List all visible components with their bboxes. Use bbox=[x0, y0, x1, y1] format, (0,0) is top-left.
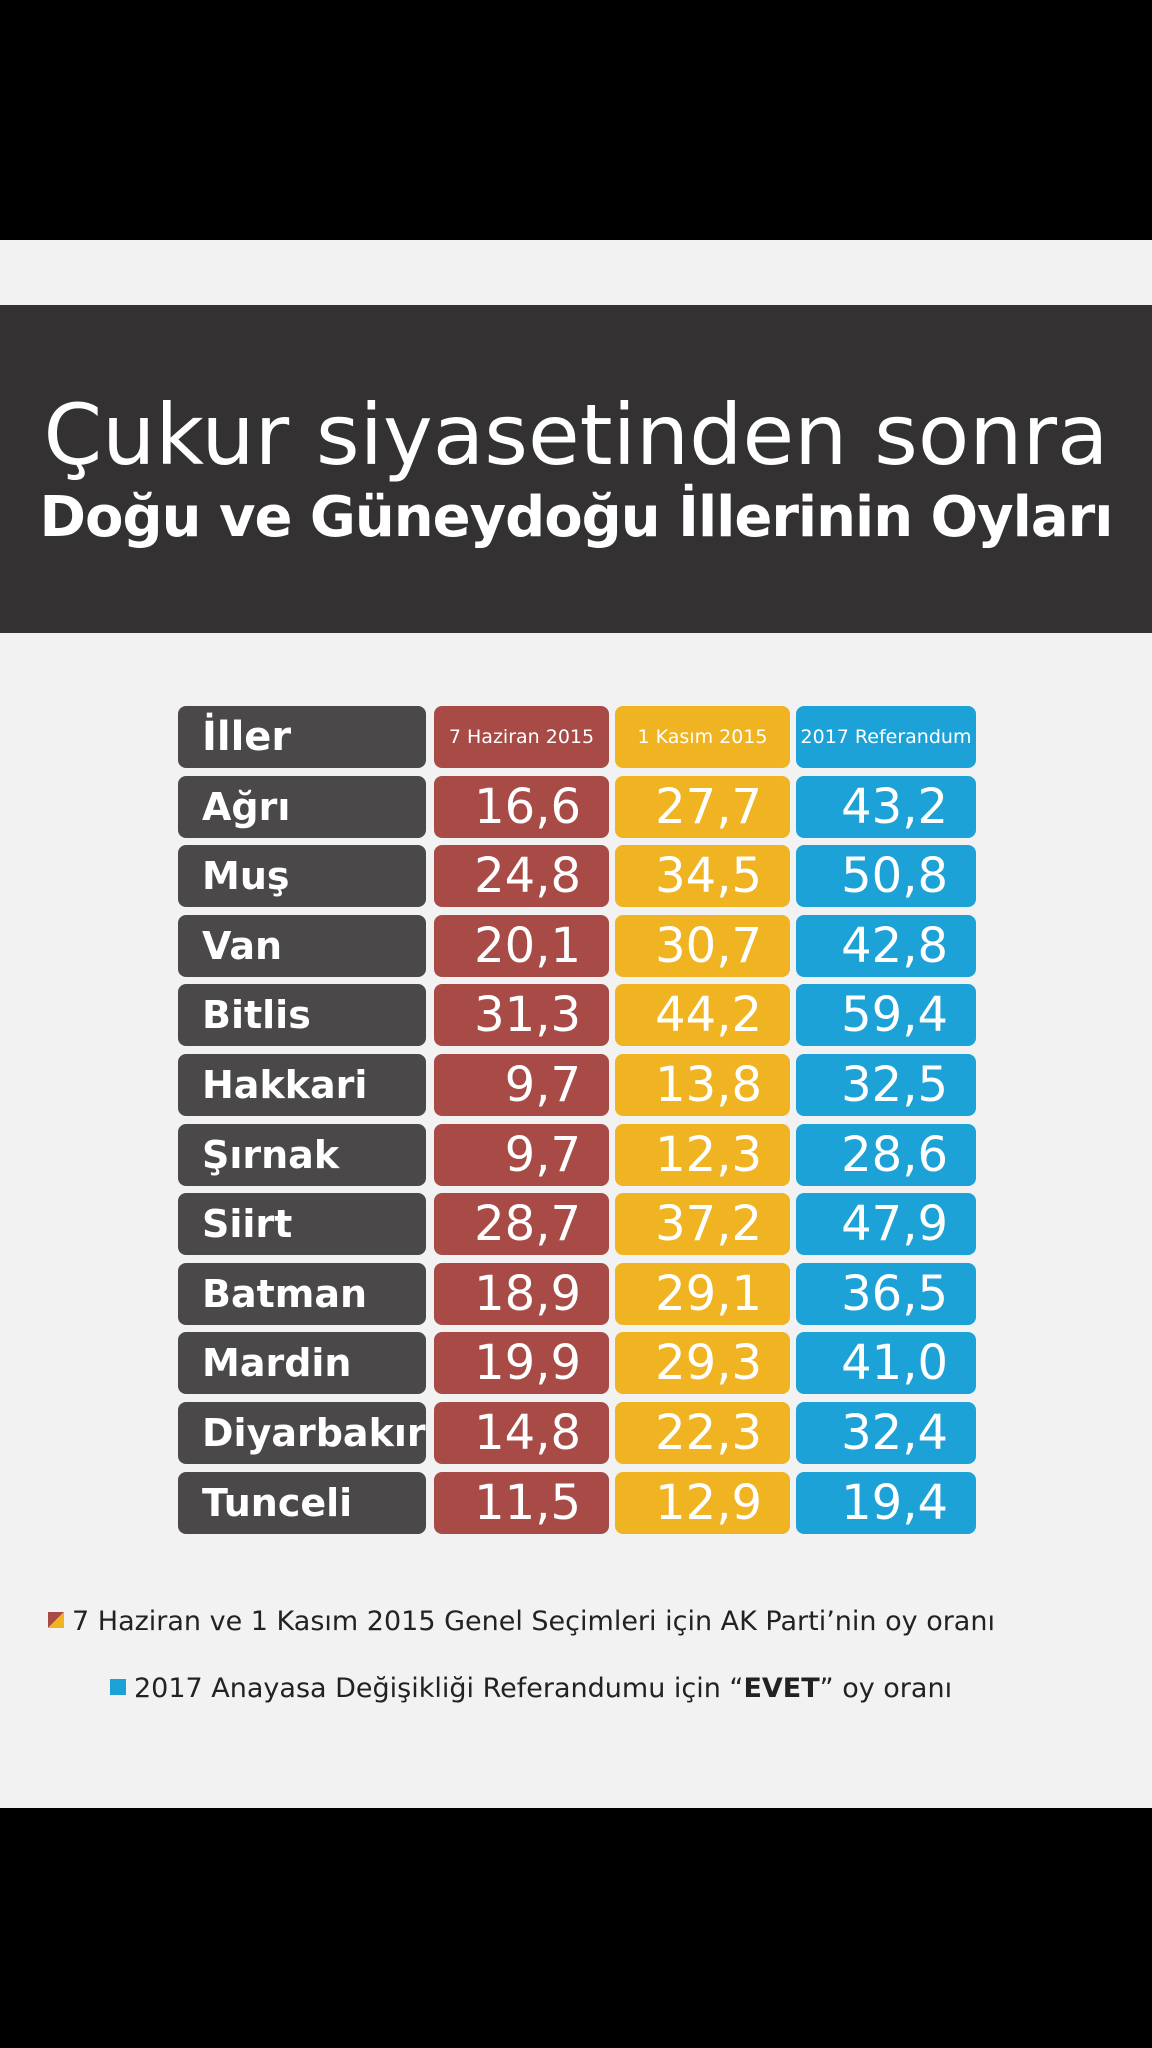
header-kasim-2015: 1 Kasım 2015 bbox=[615, 706, 790, 768]
top-black-bar bbox=[0, 0, 1152, 240]
vote-table: İller 7 Haziran 2015 1 Kasım 2015 2017 Refe… bbox=[178, 706, 976, 1536]
value-cell-kasim-2015: 22,3 bbox=[615, 1402, 790, 1464]
red-yellow-square-icon bbox=[48, 1611, 64, 1628]
value-cell-referandum-2017: 32,5 bbox=[796, 1054, 976, 1116]
value-cell-haziran-2015: 14,8 bbox=[434, 1402, 609, 1464]
province-cell: Ağrı bbox=[178, 775, 426, 838]
value-cell-haziran-2015: 18,9 bbox=[434, 1262, 609, 1325]
value-cell-kasim-2015: 12,3 bbox=[615, 1123, 790, 1186]
value-cell-haziran-2015: 9,7 bbox=[434, 1123, 609, 1186]
value-cell-kasim-2015: 37,2 bbox=[615, 1193, 790, 1256]
legend-text-referendum-a: 2017 Anayasa Değişikliği Referandumu içi… bbox=[134, 1673, 744, 1704]
value-cell-referandum-2017: 50,8 bbox=[796, 845, 976, 908]
value-cell-kasim-2015: 29,3 bbox=[615, 1332, 790, 1395]
value-cell-referandum-2017: 19,4 bbox=[796, 1471, 976, 1534]
province-cell: Şırnak bbox=[178, 1123, 426, 1186]
value-cell-haziran-2015: 28,7 bbox=[434, 1193, 609, 1256]
value-cell-haziran-2015: 9,7 bbox=[434, 1054, 609, 1116]
header-band bbox=[0, 305, 1152, 633]
value-cell-referandum-2017: 41,0 bbox=[796, 1332, 976, 1395]
province-cell: Mardin bbox=[178, 1332, 426, 1395]
header-haziran-2015: 7 Haziran 2015 bbox=[434, 706, 609, 768]
header-referandum-2017: 2017 Referandum bbox=[796, 706, 976, 768]
value-cell-kasim-2015: 12,9 bbox=[615, 1471, 790, 1534]
value-cell-haziran-2015: 19,9 bbox=[434, 1332, 609, 1395]
value-cell-referandum-2017: 43,2 bbox=[796, 775, 976, 838]
province-cell: Batman bbox=[178, 1262, 426, 1325]
value-cell-haziran-2015: 11,5 bbox=[434, 1471, 609, 1534]
bottom-black-bar bbox=[0, 1808, 1152, 2048]
value-cell-haziran-2015: 16,6 bbox=[434, 775, 609, 838]
value-cell-referandum-2017: 42,8 bbox=[796, 914, 976, 977]
value-cell-referandum-2017: 32,4 bbox=[796, 1402, 976, 1464]
value-cell-kasim-2015: 30,7 bbox=[615, 914, 790, 977]
value-cell-haziran-2015: 31,3 bbox=[434, 984, 609, 1047]
value-cell-kasim-2015: 29,1 bbox=[615, 1262, 790, 1325]
value-cell-kasim-2015: 13,8 bbox=[615, 1054, 790, 1116]
province-cell: Van bbox=[178, 914, 426, 977]
value-cell-haziran-2015: 24,8 bbox=[434, 845, 609, 908]
header-province: İller bbox=[178, 706, 426, 768]
legend-text-evet: EVET bbox=[743, 1673, 820, 1704]
value-cell-kasim-2015: 27,7 bbox=[615, 775, 790, 838]
value-cell-referandum-2017: 36,5 bbox=[796, 1262, 976, 1325]
province-cell: Siirt bbox=[178, 1193, 426, 1256]
blue-square-icon bbox=[110, 1678, 126, 1695]
value-cell-referandum-2017: 47,9 bbox=[796, 1193, 976, 1256]
province-cell: Diyarbakır bbox=[178, 1402, 426, 1464]
title-line-2: Doğu ve Güneydoğu İllerinin Oyları bbox=[39, 485, 1114, 550]
value-cell-referandum-2017: 28,6 bbox=[796, 1123, 976, 1186]
value-cell-kasim-2015: 44,2 bbox=[615, 984, 790, 1047]
province-cell: Muş bbox=[178, 845, 426, 908]
title-line-1: Çukur siyasetinden sonra bbox=[43, 386, 1109, 484]
legend-text-elections: 7 Haziran ve 1 Kasım 2015 Genel Seçimler… bbox=[72, 1606, 995, 1637]
value-cell-haziran-2015: 20,1 bbox=[434, 914, 609, 977]
province-cell: Tunceli bbox=[178, 1471, 426, 1534]
value-cell-referandum-2017: 59,4 bbox=[796, 984, 976, 1047]
value-cell-kasim-2015: 34,5 bbox=[615, 845, 790, 908]
infographic-poster: Çukur siyasetinden sonra Doğu ve Güneydo… bbox=[0, 240, 1152, 1808]
legend-item-referendum: 2017 Anayasa Değişikliği Referandumu içi… bbox=[110, 1673, 1152, 1704]
province-cell: Hakkari bbox=[178, 1054, 426, 1116]
legend-item-elections: 7 Haziran ve 1 Kasım 2015 Genel Seçimler… bbox=[48, 1606, 1152, 1637]
province-cell: Bitlis bbox=[178, 984, 426, 1047]
legend-text-referendum-b: ” oy oranı bbox=[819, 1673, 953, 1704]
